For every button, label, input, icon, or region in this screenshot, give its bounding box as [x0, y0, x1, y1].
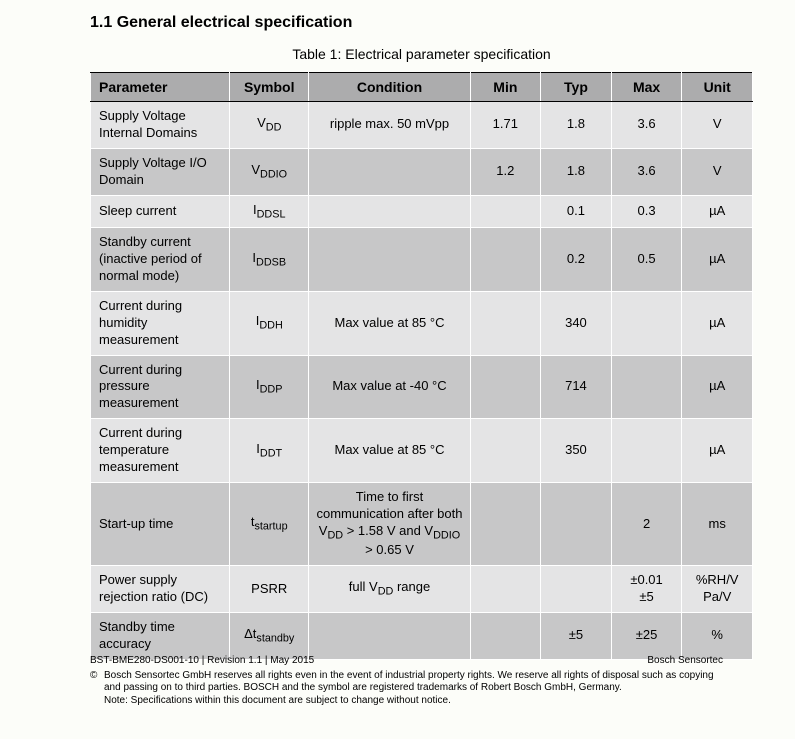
footer-right: Bosch Sensortec [647, 655, 723, 666]
cell-min [470, 291, 541, 355]
cell-symbol: Δtstandby [230, 613, 309, 660]
cell-unit: V [682, 102, 753, 149]
cell-min [470, 228, 541, 292]
cell-min [470, 566, 541, 613]
cell-parameter: Current during temperature measurement [91, 419, 230, 483]
cell-parameter: Standby current (inactive period of norm… [91, 228, 230, 292]
cell-parameter: Current during humidity measurement [91, 291, 230, 355]
table-header-row: Parameter Symbol Condition Min Typ Max U… [91, 73, 753, 102]
cell-max [611, 291, 682, 355]
table-row: Current during temperature measurementID… [91, 419, 753, 483]
table-caption: Table 1: Electrical parameter specificat… [90, 46, 753, 62]
cell-unit: V [682, 148, 753, 195]
cell-typ [541, 566, 612, 613]
spec-table: Parameter Symbol Condition Min Typ Max U… [90, 72, 753, 660]
cell-max: ±0.01±5 [611, 566, 682, 613]
copyright-symbol: © [90, 670, 104, 708]
cell-min: 1.2 [470, 148, 541, 195]
table-row: Standby current (inactive period of norm… [91, 228, 753, 292]
cell-parameter: Standby time accuracy [91, 613, 230, 660]
cell-condition: full VDD range [309, 566, 470, 613]
cell-condition [309, 228, 470, 292]
cell-condition [309, 613, 470, 660]
cell-max: 3.6 [611, 148, 682, 195]
cell-parameter: Current during pressure measurement [91, 355, 230, 419]
cell-condition: Max value at 85 °C [309, 419, 470, 483]
table-row: Current during pressure measurementIDDPM… [91, 355, 753, 419]
cell-condition: ripple max. 50 mVpp [309, 102, 470, 149]
cell-parameter: Sleep current [91, 195, 230, 228]
cell-max: 2 [611, 482, 682, 565]
table-row: Supply Voltage Internal DomainsVDDripple… [91, 102, 753, 149]
cell-max: 0.5 [611, 228, 682, 292]
cell-parameter: Supply Voltage I/O Domain [91, 148, 230, 195]
header-parameter: Parameter [91, 73, 230, 102]
footer-note-text: Bosch Sensortec GmbH reserves all rights… [104, 670, 723, 708]
cell-max: ±25 [611, 613, 682, 660]
table-row: Power supply rejection ratio (DC)PSRRful… [91, 566, 753, 613]
cell-unit: % [682, 613, 753, 660]
cell-unit: µA [682, 355, 753, 419]
table-row: Sleep currentIDDSL 0.10.3µA [91, 195, 753, 228]
cell-typ: 350 [541, 419, 612, 483]
header-unit: Unit [682, 73, 753, 102]
table-row: Start-up timetstartupTime to first commu… [91, 482, 753, 565]
cell-max: 3.6 [611, 102, 682, 149]
cell-symbol: PSRR [230, 566, 309, 613]
cell-typ: 0.1 [541, 195, 612, 228]
cell-condition [309, 148, 470, 195]
cell-max [611, 419, 682, 483]
header-min: Min [470, 73, 541, 102]
cell-symbol: VDD [230, 102, 309, 149]
footer-left: BST-BME280-DS001-10 | Revision 1.1 | May… [90, 655, 314, 666]
cell-symbol: IDDT [230, 419, 309, 483]
header-symbol: Symbol [230, 73, 309, 102]
cell-condition: Max value at -40 °C [309, 355, 470, 419]
cell-symbol: IDDSB [230, 228, 309, 292]
cell-typ [541, 482, 612, 565]
cell-typ: 714 [541, 355, 612, 419]
table-row: Supply Voltage I/O DomainVDDIO 1.21.83.6V [91, 148, 753, 195]
cell-symbol: IDDP [230, 355, 309, 419]
cell-condition: Max value at 85 °C [309, 291, 470, 355]
cell-typ: 340 [541, 291, 612, 355]
cell-unit: µA [682, 228, 753, 292]
cell-max: 0.3 [611, 195, 682, 228]
cell-typ: 0.2 [541, 228, 612, 292]
cell-condition: Time to first communication after both V… [309, 482, 470, 565]
header-condition: Condition [309, 73, 470, 102]
header-typ: Typ [541, 73, 612, 102]
cell-unit: µA [682, 195, 753, 228]
header-max: Max [611, 73, 682, 102]
cell-min [470, 482, 541, 565]
table-row: Standby time accuracyΔtstandby ±5±25% [91, 613, 753, 660]
cell-unit: ms [682, 482, 753, 565]
section-title: 1.1 General electrical specification [90, 14, 753, 32]
cell-min: 1.71 [470, 102, 541, 149]
cell-unit: µA [682, 419, 753, 483]
cell-min [470, 195, 541, 228]
cell-min [470, 613, 541, 660]
cell-typ: ±5 [541, 613, 612, 660]
cell-symbol: IDDSL [230, 195, 309, 228]
cell-condition [309, 195, 470, 228]
page-footer: BST-BME280-DS001-10 | Revision 1.1 | May… [90, 655, 723, 708]
table-row: Current during humidity measurementIDDHM… [91, 291, 753, 355]
cell-unit: µA [682, 291, 753, 355]
cell-unit: %RH/VPa/V [682, 566, 753, 613]
cell-min [470, 355, 541, 419]
cell-parameter: Start-up time [91, 482, 230, 565]
cell-symbol: IDDH [230, 291, 309, 355]
cell-symbol: VDDIO [230, 148, 309, 195]
cell-parameter: Power supply rejection ratio (DC) [91, 566, 230, 613]
cell-typ: 1.8 [541, 148, 612, 195]
cell-max [611, 355, 682, 419]
cell-symbol: tstartup [230, 482, 309, 565]
cell-typ: 1.8 [541, 102, 612, 149]
cell-parameter: Supply Voltage Internal Domains [91, 102, 230, 149]
cell-min [470, 419, 541, 483]
